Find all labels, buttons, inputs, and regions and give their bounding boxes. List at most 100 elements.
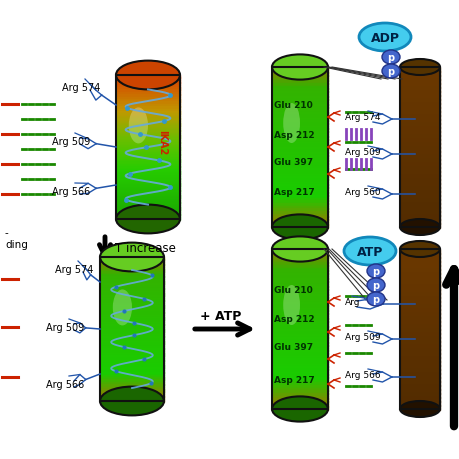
Text: Arg 574: Arg 574 — [55, 264, 93, 274]
Bar — [271, 391, 327, 394]
Ellipse shape — [116, 62, 179, 90]
Bar — [271, 201, 327, 204]
Bar — [100, 329, 164, 332]
Bar — [116, 184, 179, 186]
Bar — [399, 385, 439, 390]
Bar — [399, 353, 439, 358]
Text: - 
ding: - ding — [5, 228, 28, 249]
Bar — [399, 184, 439, 188]
Bar — [399, 96, 439, 100]
Text: p: p — [386, 53, 394, 63]
Bar — [399, 333, 439, 338]
Bar — [399, 68, 439, 73]
Bar — [399, 329, 439, 334]
Bar — [271, 108, 327, 111]
Bar — [116, 105, 179, 107]
Bar — [399, 325, 439, 330]
Bar — [100, 315, 164, 318]
Bar — [271, 297, 327, 301]
Bar — [271, 377, 327, 381]
Bar — [100, 308, 164, 311]
Bar — [271, 337, 327, 341]
Bar — [116, 188, 179, 191]
Bar — [116, 215, 179, 218]
Bar — [116, 107, 179, 110]
Bar — [271, 81, 327, 84]
Bar — [271, 219, 327, 223]
Bar — [271, 372, 327, 375]
Bar — [100, 384, 164, 387]
Bar — [271, 111, 327, 113]
Bar — [100, 332, 164, 335]
Bar — [116, 121, 179, 124]
Bar — [271, 313, 327, 316]
Bar — [271, 271, 327, 274]
Bar — [116, 136, 179, 139]
Bar — [271, 68, 327, 228]
Ellipse shape — [129, 108, 148, 144]
Bar — [116, 169, 179, 172]
Bar — [399, 262, 439, 266]
Bar — [100, 305, 164, 308]
Bar — [271, 404, 327, 407]
Ellipse shape — [112, 290, 132, 326]
Bar — [100, 320, 164, 323]
Bar — [271, 356, 327, 359]
Bar — [116, 148, 179, 151]
Bar — [116, 93, 179, 95]
Bar — [399, 297, 439, 302]
Bar — [271, 407, 327, 409]
Bar — [116, 131, 179, 134]
Bar — [271, 375, 327, 378]
Bar — [271, 142, 327, 146]
Bar — [100, 262, 164, 265]
Bar — [116, 210, 179, 213]
Bar — [116, 181, 179, 184]
Bar — [399, 277, 439, 282]
Bar — [271, 118, 327, 122]
Bar — [271, 179, 327, 183]
Bar — [271, 169, 327, 172]
Bar — [271, 260, 327, 263]
Bar — [116, 76, 179, 219]
Bar — [100, 281, 164, 284]
Bar — [399, 168, 439, 172]
Bar — [116, 205, 179, 208]
Bar — [116, 133, 179, 136]
Bar — [100, 370, 164, 373]
Bar — [116, 76, 179, 79]
Bar — [271, 380, 327, 383]
Bar — [399, 345, 439, 350]
Bar — [100, 387, 164, 390]
Bar — [271, 100, 327, 103]
Bar — [116, 157, 179, 160]
Bar — [271, 166, 327, 169]
Bar — [271, 367, 327, 369]
Bar — [100, 334, 164, 337]
Text: p: p — [372, 294, 379, 304]
Text: ADP: ADP — [369, 31, 398, 45]
Bar — [100, 303, 164, 306]
Bar — [399, 365, 439, 369]
Bar — [100, 265, 164, 268]
Bar — [100, 392, 164, 394]
Bar — [100, 322, 164, 325]
Bar — [271, 332, 327, 335]
Bar — [116, 81, 179, 84]
Bar — [271, 361, 327, 364]
Bar — [271, 225, 327, 228]
Bar — [116, 150, 179, 153]
Bar — [271, 353, 327, 356]
Ellipse shape — [100, 243, 164, 272]
Bar — [271, 214, 327, 218]
Bar — [116, 146, 179, 148]
Text: Glu 210: Glu 210 — [274, 285, 312, 294]
Bar — [399, 120, 439, 124]
Bar — [271, 174, 327, 178]
Bar — [399, 313, 439, 318]
Bar — [271, 324, 327, 327]
Bar — [271, 319, 327, 322]
Bar — [271, 268, 327, 271]
Bar — [100, 291, 164, 294]
Bar — [116, 140, 179, 143]
